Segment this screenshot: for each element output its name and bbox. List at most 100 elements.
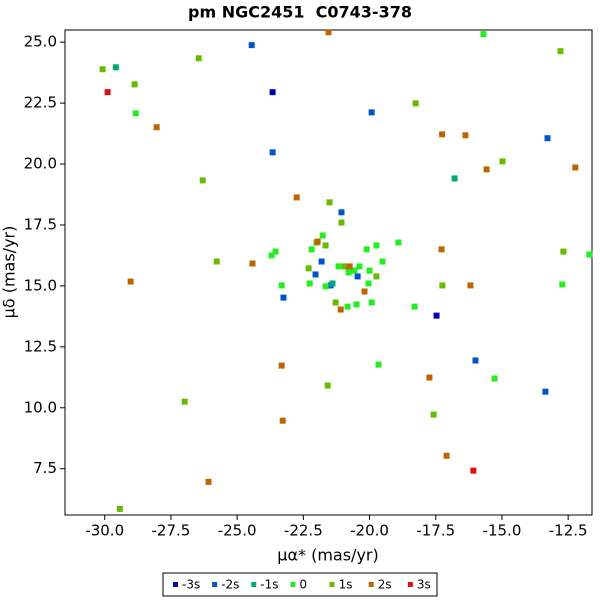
point [480,31,487,38]
point [248,42,255,49]
legend-label: -2s [221,578,239,592]
legend-label: -1s [260,578,278,592]
legend-swatch [368,582,374,587]
point [314,238,321,245]
point [354,273,361,280]
legend-swatch [173,582,178,587]
point [557,48,564,55]
point [99,66,106,73]
point [559,281,566,288]
point [467,282,474,289]
point [472,357,479,364]
legend-label: 2s [378,578,392,592]
x-tick-label: -20.0 [350,522,389,540]
x-tick-label: -25.0 [218,522,257,540]
point [351,267,358,274]
point [373,273,380,280]
legend-swatch [251,582,257,587]
point [305,265,312,272]
point [278,362,285,369]
point [451,175,458,182]
point [153,124,160,131]
legend-swatch [329,582,335,587]
point [312,271,319,278]
point [586,251,593,258]
point [329,280,336,287]
point [341,263,348,270]
point [325,29,332,36]
point [249,260,256,267]
point [306,280,313,287]
legend-swatch [290,582,296,587]
point [319,232,326,239]
y-axis-label: μδ (mas/yr) [0,226,19,319]
point [332,299,339,306]
point [439,282,446,289]
point [272,248,279,255]
point [395,239,402,246]
point [280,294,287,301]
point [439,131,446,138]
y-tick-label: 25.0 [24,33,57,51]
point [116,505,123,512]
point [470,467,477,474]
legend-label: 3s [417,578,431,592]
point [278,282,285,289]
point [308,246,315,253]
point [430,411,437,418]
point [269,89,276,96]
point [572,164,579,171]
point [199,177,206,184]
point [368,299,375,306]
point [491,375,498,382]
point [322,242,329,249]
point [132,110,139,117]
point [363,246,370,253]
point [322,283,329,290]
point [205,478,212,485]
legend-swatch [212,582,218,587]
legend-label: 1s [339,578,353,592]
x-tick-label: -12.5 [549,522,588,540]
point [345,269,352,276]
legend-label: 0 [299,578,307,592]
point [483,166,490,173]
point [433,312,440,319]
point [324,382,331,389]
x-tick-label: -30.0 [85,522,124,540]
point [379,258,386,265]
point [560,248,567,255]
y-tick-label: 15.0 [24,276,57,294]
point [318,258,325,265]
point [326,199,333,206]
point [131,81,138,88]
x-tick-label: -17.5 [416,522,455,540]
point [344,303,351,310]
point [443,452,450,459]
point [338,209,345,216]
y-tick-label: 17.5 [24,215,57,233]
point [127,278,134,285]
legend-box [162,572,438,597]
point [181,398,188,405]
point [353,301,360,308]
x-tick-label: -15.0 [483,522,522,540]
point [373,242,380,249]
y-tick-label: 20.0 [24,155,57,173]
point [279,417,286,424]
point [542,388,549,395]
point [195,55,202,62]
y-tick-label: 10.0 [24,398,57,416]
point [366,267,373,274]
y-tick-label: 22.5 [24,94,57,112]
point [356,263,363,270]
chart-title: pm NGC2451 C0743-378 [188,3,412,22]
point [293,194,300,201]
point [269,149,276,156]
x-tick-label: -22.5 [284,522,323,540]
point [365,280,372,287]
point [438,246,445,253]
point [337,306,344,313]
